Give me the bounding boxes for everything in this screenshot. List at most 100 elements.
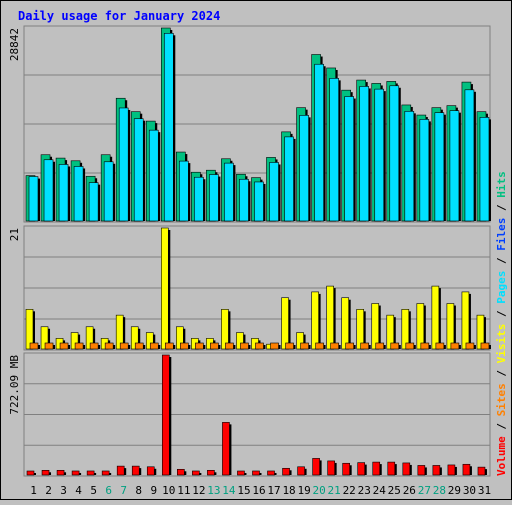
sites-bar-shade (293, 345, 296, 349)
files-bar-body (103, 161, 114, 222)
visits-bar (401, 309, 411, 350)
volume-bar-body (312, 458, 320, 476)
volume-bar (342, 462, 352, 476)
visits-bar-body (311, 291, 319, 350)
volume-bar-body (222, 422, 230, 476)
volume-bar-body (237, 470, 245, 476)
sites-bar (149, 342, 161, 350)
legend-item-pages: Pages (495, 271, 508, 304)
files-bar (389, 85, 401, 222)
sites-bar (270, 342, 281, 350)
visits-bar-shade (48, 328, 51, 349)
files-bar-body (43, 159, 54, 222)
visits-bar-body (281, 297, 289, 350)
sites-bar-body (104, 342, 114, 350)
visits-bar-shade (183, 328, 186, 349)
sites-bar-shade (53, 345, 56, 349)
x-tick-label: 9 (150, 484, 157, 497)
sites-bar-body (225, 342, 234, 350)
visits-bar-body (85, 326, 94, 350)
x-tick-label: 14 (222, 484, 236, 497)
x-tick-label: 27 (418, 484, 431, 497)
visits-bar-body (476, 314, 485, 350)
volume-bar (297, 466, 307, 476)
files-bar-shade (398, 87, 401, 221)
volume-bar-shade (454, 466, 457, 475)
visits-bar-body (461, 291, 470, 350)
volume-bar-shade (229, 424, 232, 475)
sites-bar (240, 342, 251, 350)
sites-bar (89, 342, 101, 350)
volume-bar-shade (304, 468, 307, 475)
x-tick-label: 28 (433, 484, 446, 497)
files-bar-body (299, 115, 309, 222)
volume-bar-body (282, 467, 290, 476)
volume-bar-body (101, 470, 110, 476)
x-tick-label: 15 (237, 484, 250, 497)
sites-bar-body (480, 342, 490, 350)
files-bar-body (209, 174, 219, 222)
x-tick-label: 30 (463, 484, 476, 497)
x-tick-label: 8 (135, 484, 142, 497)
files-bar (163, 33, 176, 222)
visits-bar (356, 309, 366, 350)
right-legend: Volume / Sites / Visits / Pages / Files … (495, 171, 508, 476)
visits-bar (130, 326, 141, 350)
visits-bar-body (371, 303, 380, 350)
sites-bar-body (74, 342, 84, 350)
sites-bar-body (420, 342, 430, 350)
volume-bar-body (207, 470, 215, 476)
volume-bar-body (357, 462, 366, 476)
visits-bar-body (130, 326, 139, 350)
files-bar (254, 181, 266, 222)
volume-bar (26, 470, 36, 476)
files-bar-body (269, 162, 279, 222)
files-bar-body (224, 162, 234, 222)
sites-bar-shade (413, 345, 416, 349)
volume-bar (387, 461, 397, 476)
files-bar (479, 117, 491, 222)
sites-bar (330, 342, 341, 350)
visits-sites-panel-ymax-label: 21 (8, 228, 21, 241)
sites-bar-body (255, 342, 264, 350)
files-bar-shade (413, 113, 416, 221)
sites-bar-shade (113, 345, 116, 349)
visits-bar-shade (138, 328, 141, 349)
sites-bar-body (210, 342, 219, 350)
files-bar (28, 176, 40, 222)
visits-bar-shade (438, 288, 441, 349)
x-tick-label: 20 (313, 484, 326, 497)
volume-bar-shade (259, 472, 262, 475)
volume-bar-body (41, 470, 50, 476)
sites-bar-shade (443, 345, 446, 349)
files-bar (118, 107, 131, 222)
files-bar-body (389, 85, 400, 222)
volume-bar-shade (394, 464, 397, 475)
files-bar-shade (68, 166, 71, 221)
visits-bar-body (356, 309, 365, 350)
sites-bar-shade (38, 345, 40, 349)
sites-bar-shade (143, 345, 146, 349)
sites-bar-body (390, 342, 400, 350)
volume-bar-shade (199, 472, 202, 475)
files-bar (103, 161, 116, 222)
volume-bar-body (477, 466, 486, 476)
legend-separator: / (495, 363, 508, 383)
volume-bar-shade (334, 462, 337, 475)
visits-bar (446, 303, 456, 350)
sites-bar-shade (188, 345, 191, 349)
files-bar (344, 96, 356, 222)
sites-bar (134, 342, 146, 350)
sites-bar-shade (353, 345, 356, 349)
sites-bar (180, 342, 191, 350)
files-bar (58, 164, 71, 222)
visits-bar-body (431, 285, 440, 350)
files-bar-shade (218, 176, 221, 221)
sites-bar-shade (278, 345, 281, 349)
files-bar-shade (293, 138, 296, 221)
volume-bar (101, 470, 112, 476)
sites-bar (480, 342, 491, 350)
files-bar-body (464, 89, 475, 222)
